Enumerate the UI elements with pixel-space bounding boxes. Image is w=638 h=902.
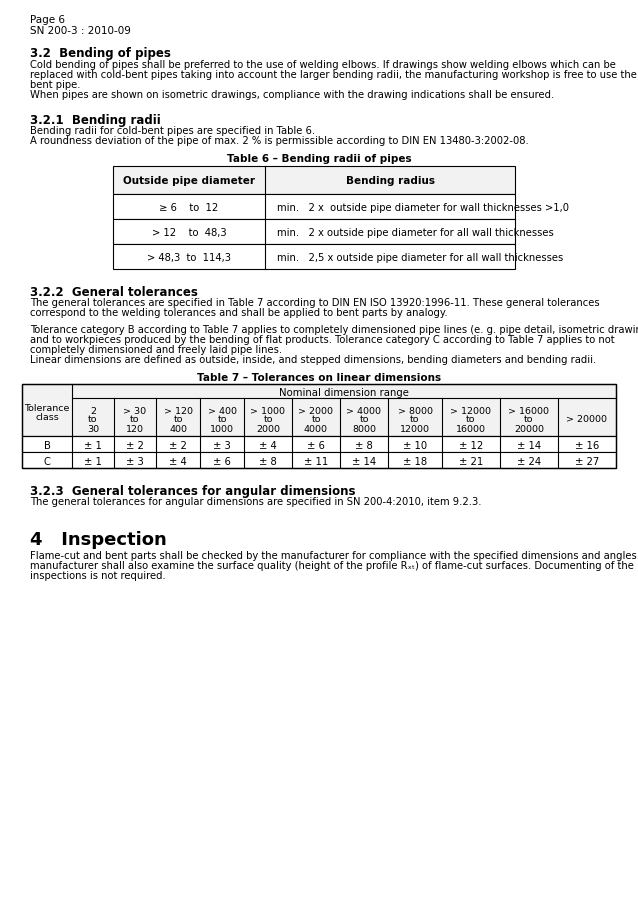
- Text: to: to: [311, 415, 321, 424]
- Text: manufacturer shall also examine the surface quality (height of the profile Rₓₜ) : manufacturer shall also examine the surf…: [30, 560, 634, 570]
- Text: to: to: [466, 415, 476, 424]
- Text: 4   Inspection: 4 Inspection: [30, 530, 167, 548]
- Text: C: C: [43, 456, 50, 466]
- Text: Tolerance category B according to Table 7 applies to completely dimensioned pipe: Tolerance category B according to Table …: [30, 325, 638, 335]
- Text: to: to: [174, 415, 182, 424]
- Text: > 2000: > 2000: [299, 406, 334, 415]
- Text: and to workpieces produced by the bending of flat products. Tolerance category C: and to workpieces produced by the bendin…: [30, 335, 614, 345]
- Text: ± 8: ± 8: [259, 456, 277, 466]
- Text: to: to: [263, 415, 273, 424]
- Text: ± 6: ± 6: [213, 456, 231, 466]
- Text: min.   2 x  outside pipe diameter for wall thicknesses >1,0: min. 2 x outside pipe diameter for wall …: [277, 203, 569, 213]
- Text: 3.2.2  General tolerances: 3.2.2 General tolerances: [30, 286, 198, 299]
- Text: ± 21: ± 21: [459, 456, 483, 466]
- Text: ± 1: ± 1: [84, 456, 102, 466]
- Text: The general tolerances for angular dimensions are specified in SN 200-4:2010, it: The general tolerances for angular dimen…: [30, 496, 482, 506]
- Text: 20000: 20000: [514, 424, 544, 433]
- Bar: [113, 244, 515, 270]
- Text: Cold bending of pipes shall be preferred to the use of welding elbows. If drawin: Cold bending of pipes shall be preferred…: [30, 60, 616, 70]
- Text: ± 3: ± 3: [213, 440, 231, 450]
- Text: Flame-cut and bent parts shall be checked by the manufacturer for compliance wit: Flame-cut and bent parts shall be checke…: [30, 550, 638, 560]
- Text: 3.2  Bending of pipes: 3.2 Bending of pipes: [30, 47, 171, 60]
- Bar: [113, 220, 515, 244]
- Text: 1000: 1000: [210, 424, 234, 433]
- Text: min.   2,5 x outside pipe diameter for all wall thicknesses: min. 2,5 x outside pipe diameter for all…: [277, 253, 563, 262]
- Text: ± 10: ± 10: [403, 440, 427, 450]
- Text: ± 4: ± 4: [259, 440, 277, 450]
- Text: Page 6: Page 6: [30, 15, 65, 25]
- Text: Table 6 – Bending radii of pipes: Table 6 – Bending radii of pipes: [226, 154, 412, 164]
- Text: ± 2: ± 2: [126, 440, 144, 450]
- Text: 2000: 2000: [256, 424, 280, 433]
- Text: > 12    to  48,3: > 12 to 48,3: [152, 227, 226, 238]
- Text: to: to: [524, 415, 534, 424]
- Text: B: B: [43, 440, 50, 450]
- Text: Linear dimensions are defined as outside, inside, and stepped dimensions, bendin: Linear dimensions are defined as outside…: [30, 354, 597, 364]
- Text: ≥ 6    to  12: ≥ 6 to 12: [160, 203, 219, 213]
- Text: 2: 2: [90, 406, 96, 415]
- Text: correspond to the welding tolerances and shall be applied to bent parts by analo: correspond to the welding tolerances and…: [30, 308, 448, 318]
- Text: to: to: [88, 415, 98, 424]
- Text: > 20000: > 20000: [567, 415, 607, 424]
- Text: ± 1: ± 1: [84, 440, 102, 450]
- Text: 120: 120: [126, 424, 144, 433]
- Text: > 400: > 400: [207, 406, 237, 415]
- Text: 400: 400: [169, 424, 187, 433]
- Text: > 4000: > 4000: [346, 406, 382, 415]
- Text: > 12000: > 12000: [450, 406, 491, 415]
- Bar: [22, 437, 616, 453]
- Text: 8000: 8000: [352, 424, 376, 433]
- Bar: [22, 384, 616, 468]
- Bar: [22, 453, 616, 468]
- Text: ± 3: ± 3: [126, 456, 144, 466]
- Text: > 48,3  to  114,3: > 48,3 to 114,3: [147, 253, 231, 262]
- Bar: [113, 167, 515, 195]
- Text: 3.2.3  General tolerances for angular dimensions: 3.2.3 General tolerances for angular dim…: [30, 484, 355, 497]
- Text: inspections is not required.: inspections is not required.: [30, 570, 166, 580]
- Text: to: to: [218, 415, 226, 424]
- Text: ± 11: ± 11: [304, 456, 328, 466]
- Text: Tolerance: Tolerance: [24, 403, 70, 412]
- Text: ± 14: ± 14: [352, 456, 376, 466]
- Text: 3.2.1  Bending radii: 3.2.1 Bending radii: [30, 114, 161, 127]
- Text: ± 12: ± 12: [459, 440, 483, 450]
- Text: When pipes are shown on isometric drawings, compliance with the drawing indicati: When pipes are shown on isometric drawin…: [30, 90, 554, 100]
- Text: Bending radius: Bending radius: [346, 176, 434, 186]
- Text: ± 24: ± 24: [517, 456, 541, 466]
- Text: ± 27: ± 27: [575, 456, 599, 466]
- Text: 4000: 4000: [304, 424, 328, 433]
- Text: class: class: [35, 412, 59, 421]
- Text: to: to: [359, 415, 369, 424]
- Text: SN 200-3 : 2010-09: SN 200-3 : 2010-09: [30, 26, 131, 36]
- Text: min.   2 x outside pipe diameter for all wall thicknesses: min. 2 x outside pipe diameter for all w…: [277, 227, 554, 238]
- Text: Nominal dimension range: Nominal dimension range: [279, 388, 409, 398]
- Text: 12000: 12000: [400, 424, 430, 433]
- Text: ± 6: ± 6: [307, 440, 325, 450]
- Text: bent pipe.: bent pipe.: [30, 80, 80, 90]
- Text: > 120: > 120: [163, 406, 193, 415]
- Text: > 8000: > 8000: [397, 406, 433, 415]
- Text: ± 16: ± 16: [575, 440, 599, 450]
- Text: > 1000: > 1000: [251, 406, 285, 415]
- Text: Table 7 – Tolerances on linear dimensions: Table 7 – Tolerances on linear dimension…: [197, 373, 441, 382]
- Text: Outside pipe diameter: Outside pipe diameter: [123, 176, 255, 186]
- Text: 30: 30: [87, 424, 99, 433]
- Text: A roundness deviation of the pipe of max. 2 % is permissible according to DIN EN: A roundness deviation of the pipe of max…: [30, 136, 529, 146]
- Text: to: to: [410, 415, 420, 424]
- Text: > 30: > 30: [123, 406, 147, 415]
- Text: ± 8: ± 8: [355, 440, 373, 450]
- Text: > 16000: > 16000: [508, 406, 549, 415]
- Text: replaced with cold-bent pipes taking into account the larger bending radii, the : replaced with cold-bent pipes taking int…: [30, 70, 638, 80]
- Text: ± 14: ± 14: [517, 440, 541, 450]
- Text: ± 4: ± 4: [169, 456, 187, 466]
- Text: ± 2: ± 2: [169, 440, 187, 450]
- Bar: [22, 384, 616, 437]
- Text: Bending radii for cold-bent pipes are specified in Table 6.: Bending radii for cold-bent pipes are sp…: [30, 126, 315, 136]
- Text: 16000: 16000: [456, 424, 486, 433]
- Bar: [113, 195, 515, 220]
- Text: completely dimensioned and freely laid pipe lines.: completely dimensioned and freely laid p…: [30, 345, 282, 354]
- Text: ± 18: ± 18: [403, 456, 427, 466]
- Text: The general tolerances are specified in Table 7 according to DIN EN ISO 13920:19: The general tolerances are specified in …: [30, 298, 600, 308]
- Text: to: to: [130, 415, 140, 424]
